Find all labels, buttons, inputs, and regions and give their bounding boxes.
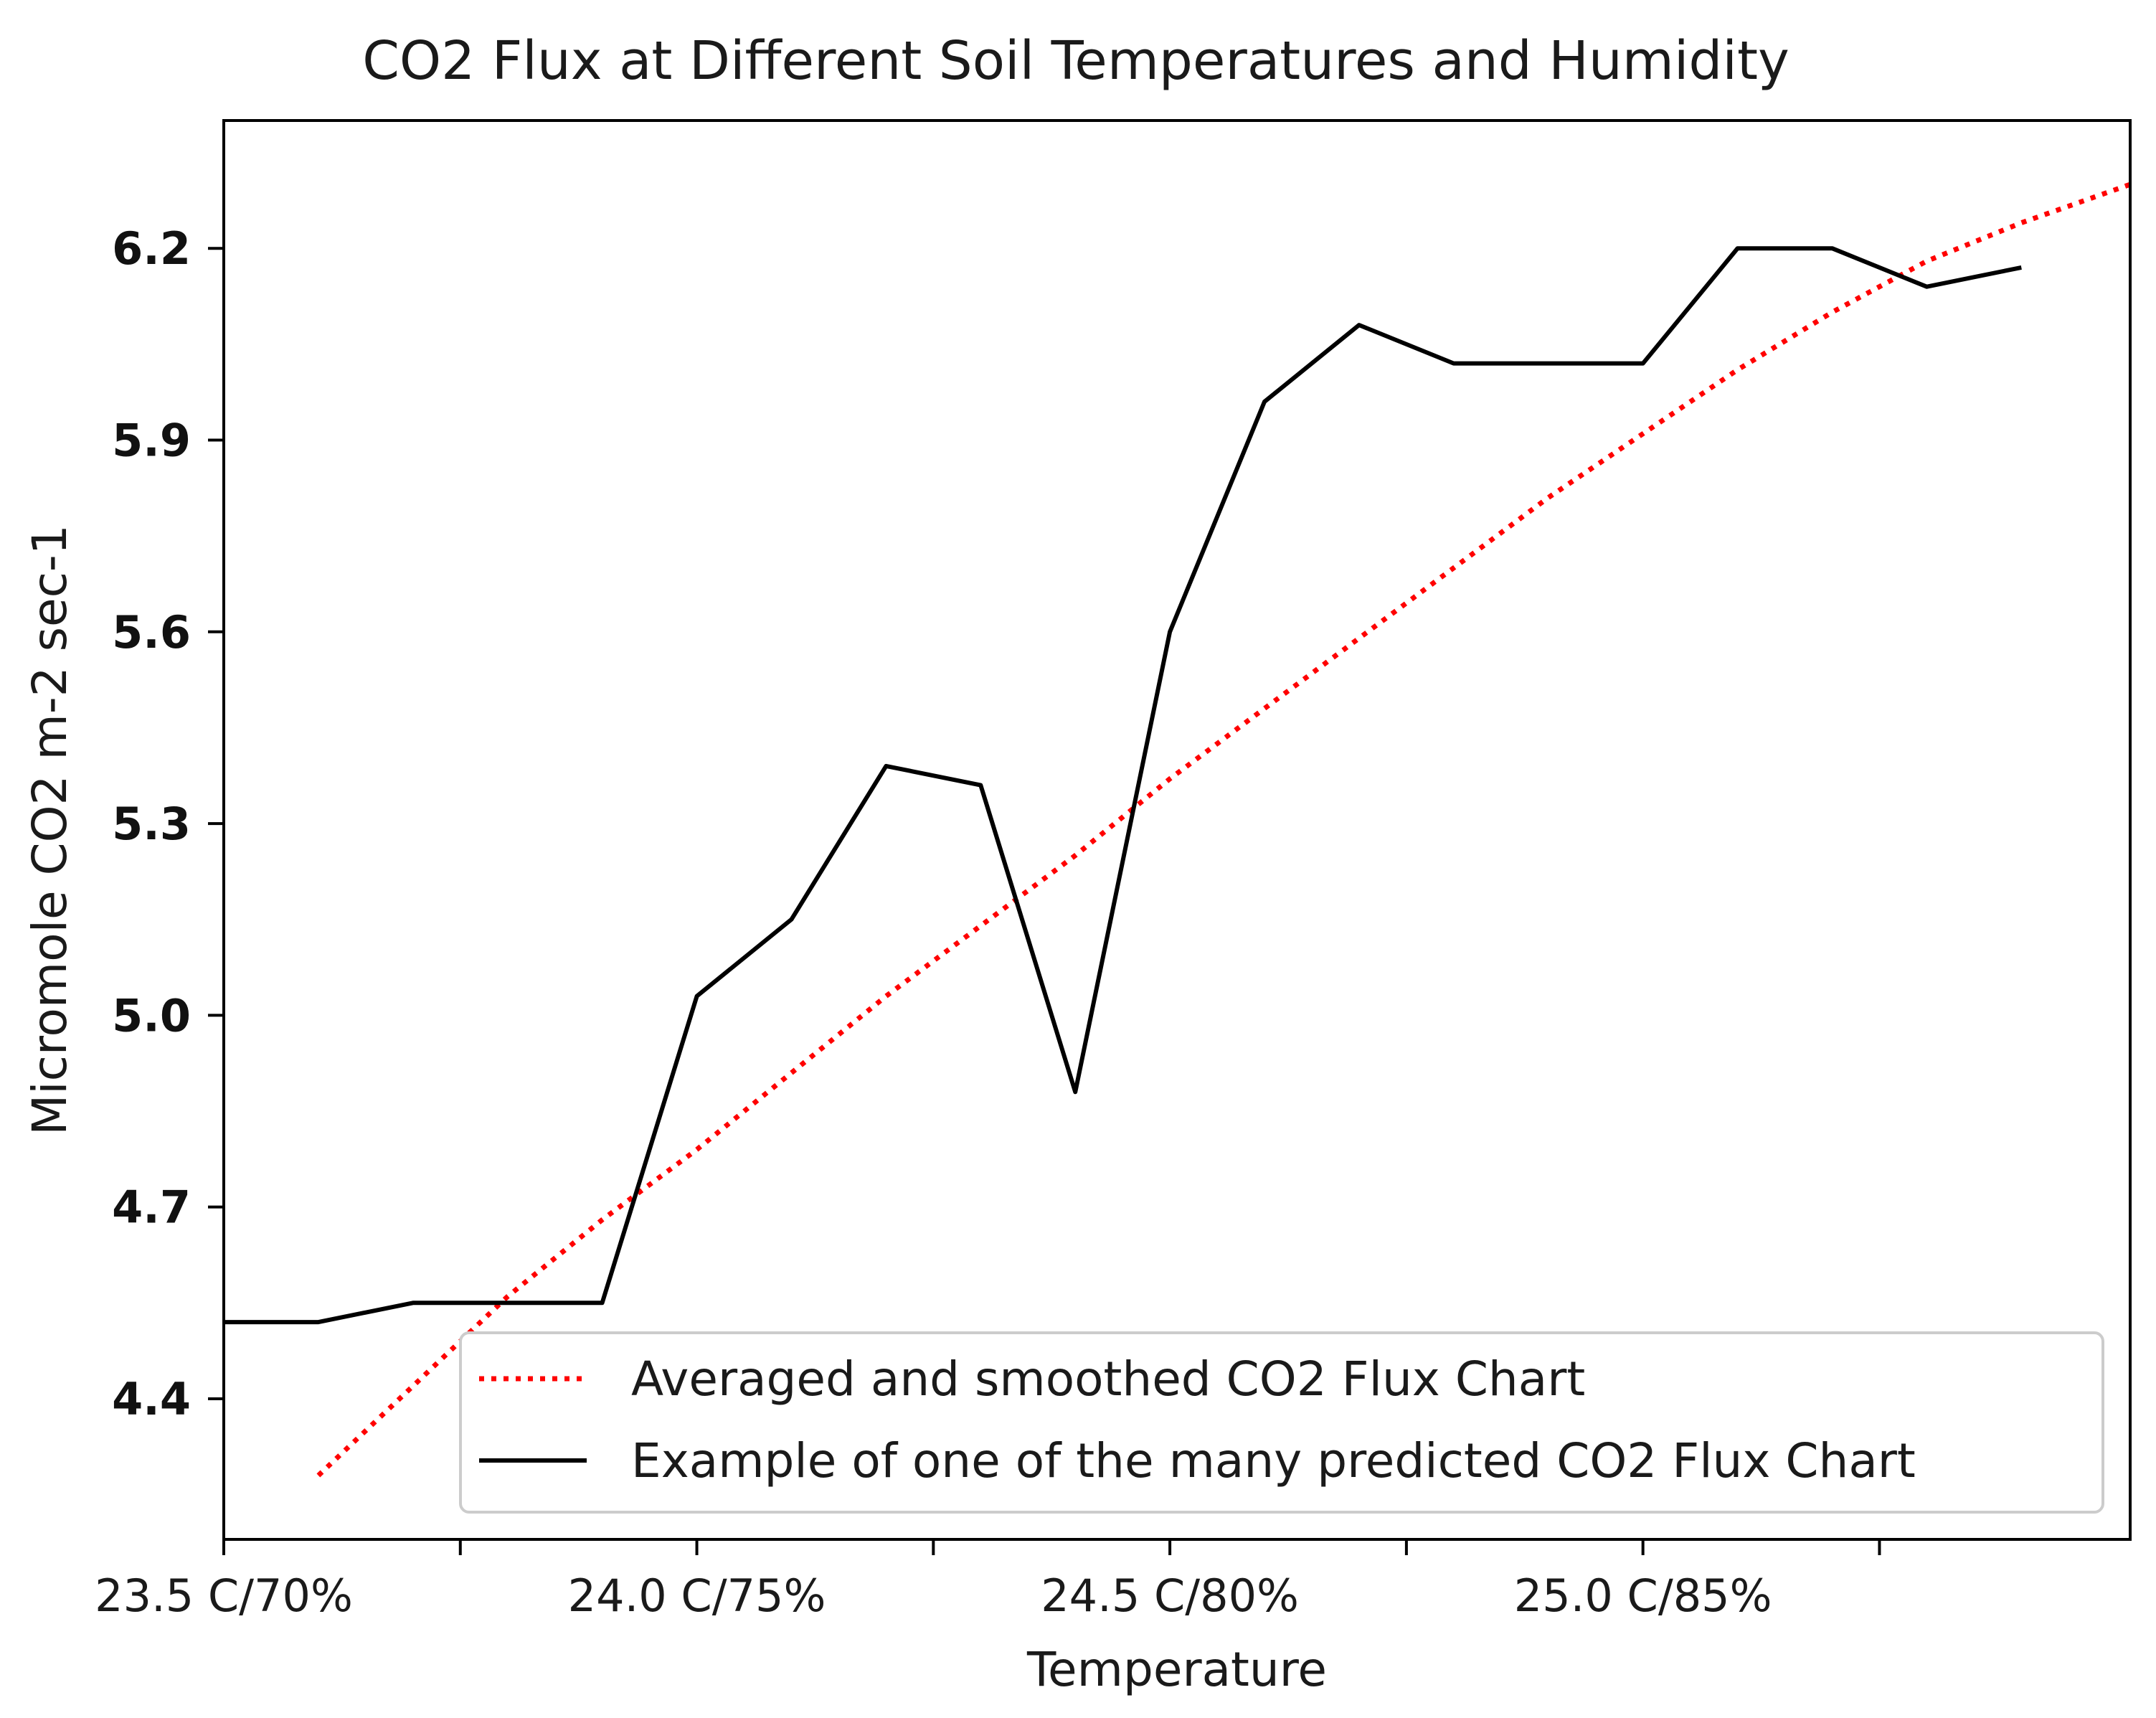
y-tick-label-3: 5.3 xyxy=(112,798,191,850)
y-axis-label: Micromole CO2 m-2 sec-1 xyxy=(22,524,77,1135)
y-axis-ticks: 4.4 4.7 5.0 5.3 5.6 5.9 6.2 xyxy=(112,222,224,1425)
series-0-point-11 xyxy=(1358,638,1360,639)
series-0-point-15 xyxy=(1737,369,1739,371)
x-tick-label-2: 24.5 C/80% xyxy=(1041,1570,1299,1622)
series-line-0 xyxy=(316,181,2132,1478)
series-0-point-7 xyxy=(980,925,981,927)
y-tick-label-0: 4.4 xyxy=(112,1373,191,1425)
series-0-point-16 xyxy=(1832,311,1833,313)
series-0-point-17 xyxy=(1926,260,1927,262)
x-axis-ticks: 23.5 C/70% 24.0 C/75% 24.5 C/80% 25.0 C/85% xyxy=(95,1539,1881,1622)
legend-label-predicted: Example of one of the many predicted CO2… xyxy=(631,1433,1916,1488)
series-0-point-1 xyxy=(412,1385,414,1387)
y-tick-label-4: 5.6 xyxy=(112,606,191,659)
y-tick-label-1: 4.7 xyxy=(112,1181,191,1234)
legend-box xyxy=(459,1331,2104,1514)
y-tick-label-6: 6.2 xyxy=(112,222,191,275)
series-layer xyxy=(224,181,2132,1478)
y-tick-label-2: 5.0 xyxy=(112,989,191,1042)
series-line-1 xyxy=(224,246,2022,1325)
x-tick-label-0: 23.5 C/70% xyxy=(95,1570,353,1622)
x-tick-label-1: 24.0 C/75% xyxy=(568,1570,826,1622)
legend-label-smoothed: Averaged and smoothed CO2 Flux Chart xyxy=(631,1351,1585,1407)
x-axis-label: Temperature xyxy=(1026,1642,1327,1697)
chart-title: CO2 Flux at Different Soil Temperatures … xyxy=(362,30,1789,92)
x-tick-label-3: 25.0 C/85% xyxy=(1514,1570,1772,1622)
legend: Averaged and smoothed CO2 Flux Chart Exa… xyxy=(459,1331,2104,1514)
plot-frame xyxy=(222,119,2132,1541)
y-tick-label-5: 5.9 xyxy=(112,414,191,466)
